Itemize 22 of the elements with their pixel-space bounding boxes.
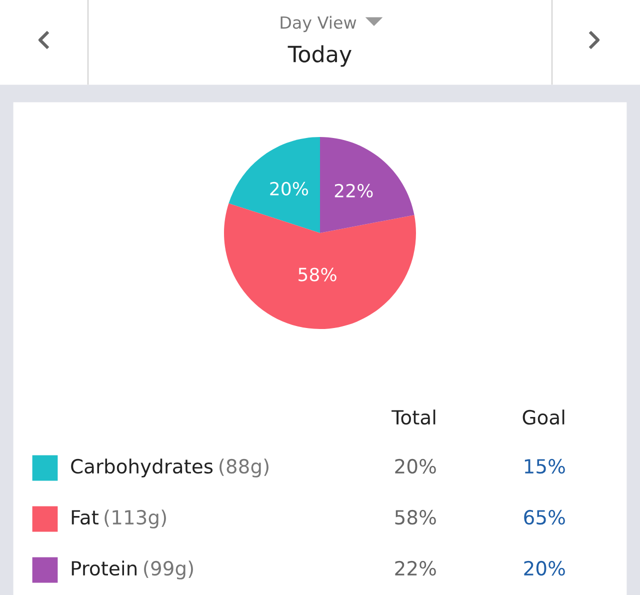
text: 65% (524, 510, 565, 525)
data-label: 22% (334, 184, 373, 198)
text: 20% (395, 458, 436, 474)
text: (99g) (144, 560, 193, 580)
text: Goal (522, 410, 564, 425)
legend-label: Fat (72, 510, 98, 525)
pie-slice (224, 203, 416, 329)
text: 58% (395, 510, 436, 525)
legend-label: Protein (72, 560, 136, 576)
legend-label: Carbohydrates (71, 458, 213, 478)
chart-subtitle: Day View (280, 16, 356, 32)
data-label: 58% (298, 268, 336, 282)
chart-title: Today (288, 45, 352, 67)
text: (113g) (104, 510, 166, 528)
text: 20% (524, 560, 565, 576)
text: 22% (395, 560, 436, 576)
pie-slice (320, 137, 414, 233)
text: 15% (524, 458, 565, 474)
text: Total (392, 410, 436, 425)
data-label: 20% (270, 182, 308, 196)
pie-slice (228, 137, 320, 233)
text: (88g) (220, 458, 268, 478)
